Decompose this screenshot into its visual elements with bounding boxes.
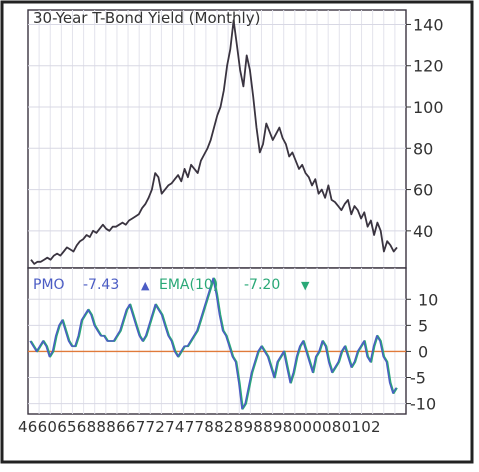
x-tick-label: 5 [67,418,77,436]
lower-y-tick-label: 10 [418,290,438,309]
x-tick-label: 0 [312,418,322,436]
upper-y-tick-label: 120 [413,57,444,76]
x-tick-label: 8 [234,418,244,436]
upper-grid [28,10,406,268]
x-tick-label: 9 [273,418,283,436]
x-tick-label: 0 [361,418,371,436]
legend-pmo-value: -7.43 [83,277,119,293]
x-tick-label: 6 [77,418,87,436]
x-tick-label: 2 [224,418,234,436]
x-tick-label: 0 [47,418,57,436]
x-tick-label: 0 [302,418,312,436]
x-tick-label: 8 [96,418,106,436]
legend-pmo-arrow-icon: ▲ [141,279,150,292]
x-tick-label: 4 [175,418,185,436]
legend-pmo-label: PMO [33,277,65,293]
lower-y-tick-label: -10 [410,395,436,414]
lower-y-ticks: 10 5 0 -5 -10 [406,290,438,414]
upper-y-ticks: 40 60 80 100 120 140 [406,15,444,241]
x-tick-label: 4 [18,418,28,436]
x-tick-label: 1 [351,418,361,436]
legend-ema-arrow-icon: ▼ [301,279,310,292]
lower-panel: 10 5 0 -5 -10 PMO -7.43 ▲ EMA(10) -7.20 ▼ [27,267,438,415]
upper-panel: 40 60 80 100 120 140 30-Year T-Bond Yield (Mo… [27,9,444,269]
x-tick-label: 8 [204,418,214,436]
ema-line [30,277,398,410]
x-tick-label: 2 [371,418,381,436]
x-tick-label: 8 [263,418,273,436]
x-tick-label: 7 [146,418,156,436]
x-tick-label: 6 [57,418,67,436]
lower-grid [28,268,406,414]
lower-y-tick-label: 0 [418,342,428,361]
x-tick-label: 8 [253,418,263,436]
x-tick-label: 8 [87,418,97,436]
upper-y-tick-label: 80 [413,139,433,158]
legend-ema-value: -7.20 [244,277,280,293]
x-tick-label: 8 [214,418,224,436]
x-tick-label: 6 [126,418,136,436]
x-tick-label: 7 [165,418,175,436]
x-tick-label: 7 [185,418,195,436]
lower-y-tick-label: -5 [410,369,426,388]
x-tick-label: 0 [293,418,303,436]
pmo-line [29,277,397,410]
x-tick-label: 0 [342,418,352,436]
x-tick-label: 8 [283,418,293,436]
upper-y-tick-label: 40 [413,222,433,241]
x-tick-label: 0 [322,418,332,436]
x-tick-label: 6 [116,418,126,436]
x-tick-label: 7 [195,418,205,436]
x-tick-label: 2 [155,418,165,436]
yield-line [30,19,398,265]
upper-y-tick-label: 60 [413,181,433,200]
x-tick-label: 8 [106,418,116,436]
x-tick-label: 8 [332,418,342,436]
x-tick-label: 7 [136,418,146,436]
legend-ema-label: EMA(10) [159,277,218,293]
x-tick-label: 6 [28,418,38,436]
x-tick-label: 6 [38,418,48,436]
x-tick-label: 9 [244,418,254,436]
upper-y-tick-label: 140 [413,15,444,34]
upper-title: 30-Year T-Bond Yield (Monthly) [33,9,260,27]
upper-y-tick-label: 100 [413,98,444,117]
legend: PMO -7.43 ▲ EMA(10) -7.20 ▼ [33,277,310,293]
lower-y-tick-label: 5 [418,316,428,335]
